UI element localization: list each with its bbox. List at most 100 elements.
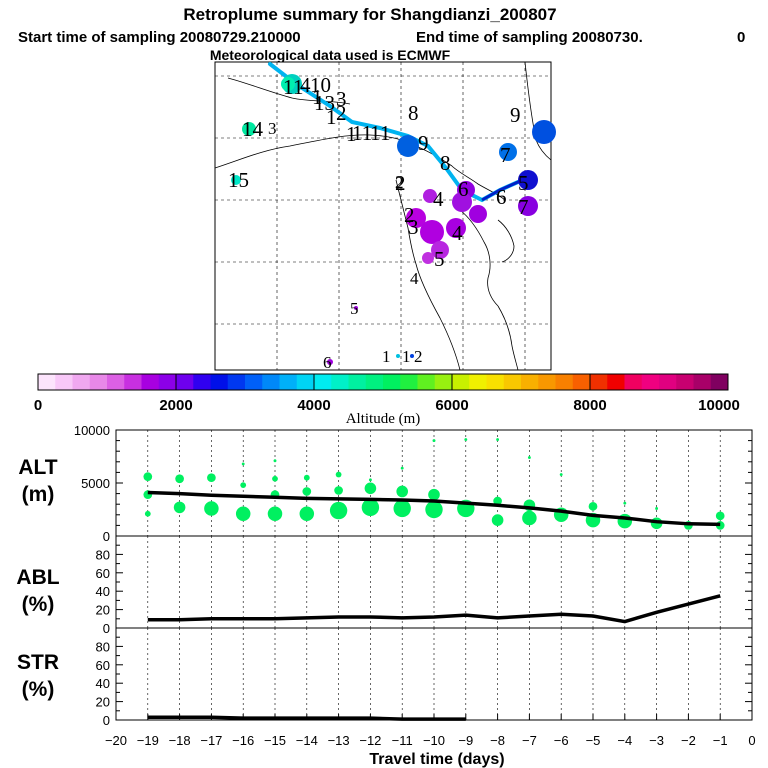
colorbar-cell	[659, 374, 677, 390]
scatter-point	[715, 511, 725, 521]
scatter-point	[207, 473, 216, 483]
map-day-label: 1	[402, 347, 411, 366]
scatter-point	[623, 501, 627, 505]
x-tick-label: −12	[359, 733, 381, 748]
end-time-label: End time of sampling 20080730.	[416, 29, 643, 46]
colorbar-cell	[124, 374, 142, 390]
map-day-label: 9	[418, 131, 429, 155]
colorbar-cell	[296, 374, 315, 390]
colorbar-cells	[38, 374, 729, 390]
map-day-label: 4	[300, 73, 311, 97]
y-tick-label: 40	[96, 676, 110, 691]
colorbar-cell	[434, 374, 453, 390]
map-day-label: 4	[433, 187, 444, 211]
abl-ylabel-unit: (%)	[22, 593, 55, 616]
y-tick-label: 40	[96, 584, 110, 599]
colorbar-cell	[227, 374, 246, 390]
x-tick-label: −15	[264, 733, 286, 748]
x-tick-label: −10	[423, 733, 445, 748]
cluster-circle	[446, 218, 466, 238]
x-tick-label: −16	[232, 733, 254, 748]
map-day-label: 3	[408, 215, 419, 239]
map-frame	[214, 61, 552, 371]
colorbar-cell	[55, 374, 73, 390]
colorbar-cell	[503, 374, 522, 390]
x-tick-label: −2	[681, 733, 696, 748]
scatter-point	[144, 510, 151, 517]
abl-panel: 0 20 40 60 80	[96, 535, 753, 636]
scatter-point	[273, 459, 277, 463]
cluster-circle	[242, 122, 256, 136]
cluster-circle	[410, 354, 414, 358]
colorbar-axis-label: Altitude (m)	[346, 411, 421, 427]
str-ylabel: STR	[17, 651, 59, 674]
y-tick-label: 5000	[81, 476, 110, 491]
scatter-point	[588, 501, 598, 511]
map-day-label: 8	[408, 101, 419, 125]
x-tick-label: −9	[458, 733, 473, 748]
map-day-label: 11	[352, 121, 372, 145]
abl-series-line	[147, 594, 721, 624]
colorbar-cell	[607, 374, 625, 390]
scatter-point	[368, 478, 372, 482]
map-gridlines	[215, 62, 551, 370]
cluster-circle	[422, 252, 434, 264]
map-day-label: 1	[370, 121, 381, 145]
colorbar-cell	[452, 374, 470, 390]
scatter-point	[522, 510, 537, 526]
scatter-point	[364, 482, 377, 495]
scatter-point	[267, 506, 283, 521]
coastlines	[214, 61, 552, 371]
abl-ylabel: ABL	[16, 566, 59, 589]
colorbar-cell	[72, 374, 91, 390]
colorbar-cell	[141, 374, 160, 390]
cluster-circle	[420, 220, 444, 244]
scatter-point	[393, 499, 411, 518]
colorbar-cell	[262, 374, 280, 390]
y-tick-label: 0	[103, 621, 110, 636]
scatter-point	[527, 456, 531, 460]
x-tick-label: −20	[105, 733, 127, 748]
scatter-point	[432, 439, 436, 443]
y-tick-label: 80	[96, 639, 110, 654]
map-day-label: 7	[518, 195, 529, 219]
colorbar-cell	[348, 374, 367, 390]
cluster-circles	[231, 74, 556, 365]
scatter-point	[464, 438, 468, 441]
colorbar-cell	[693, 374, 712, 390]
map-day-label: 5	[518, 171, 529, 195]
scatter-point	[655, 506, 659, 510]
map-day-label: 7	[500, 143, 511, 167]
colorbar-cell	[624, 374, 643, 390]
colorbar-cell	[572, 374, 591, 390]
x-tick-label: −3	[649, 733, 664, 748]
x-tick-label: −1	[713, 733, 728, 748]
colorbar-cell	[486, 374, 505, 390]
cluster-circle	[406, 208, 426, 228]
x-tick-label: −14	[296, 733, 318, 748]
alt-ylabel: ALT	[18, 456, 57, 479]
colorbar-cell	[555, 374, 574, 390]
scatter-point	[559, 473, 563, 476]
colorbar-cell	[469, 374, 487, 390]
map-day-label: 9	[510, 103, 521, 127]
cluster-circle	[518, 170, 538, 190]
x-tick-label: −11	[392, 733, 413, 748]
cluster-circle	[469, 205, 487, 223]
scatter-point	[235, 506, 251, 521]
x-tick-label: −13	[328, 733, 350, 748]
y-tick-label: 0	[103, 529, 110, 544]
colorbar-cell	[176, 374, 194, 390]
y-tick-label: 20	[96, 695, 110, 710]
map-day-label: 2	[404, 203, 415, 227]
scatter-point	[175, 474, 184, 484]
x-tick-label: −6	[554, 733, 569, 748]
scatter-point	[396, 485, 409, 498]
figure-title: Retroplume summary for Shangdianzi_20080…	[183, 5, 556, 24]
map-day-label: 6	[458, 177, 469, 201]
map-day-label: 6	[496, 185, 507, 209]
end-time-suffix: 0	[737, 29, 745, 46]
map-day-label: 8	[440, 151, 451, 175]
colorbar-cell	[538, 374, 556, 390]
